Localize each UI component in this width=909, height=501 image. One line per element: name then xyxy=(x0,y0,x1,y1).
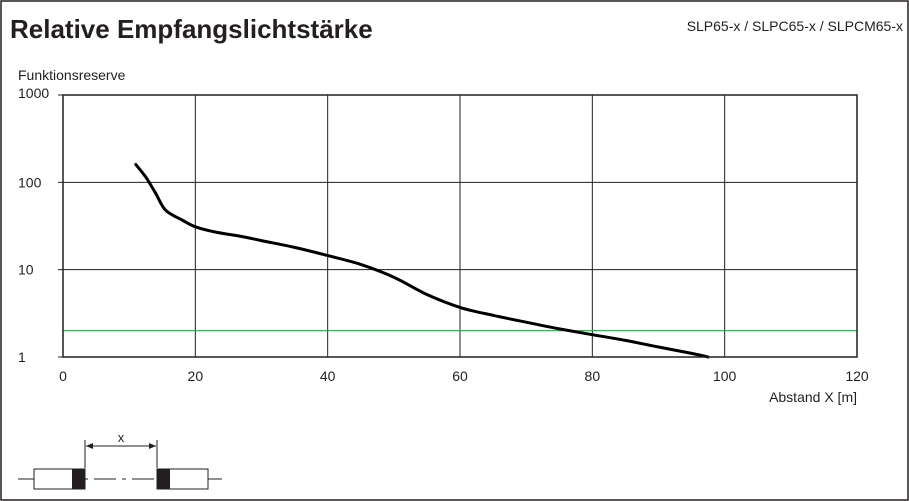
y-axis-label: Funktionsreserve xyxy=(18,67,126,83)
model-list: SLP65-x / SLPC65-x / SLPCM65-x xyxy=(686,18,903,34)
x-tick-label: 80 xyxy=(585,368,601,384)
y-tick-label: 100 xyxy=(18,174,42,190)
receiver-lens xyxy=(157,469,170,489)
arrowhead-left xyxy=(86,443,93,449)
x-tick-label: 40 xyxy=(320,368,336,384)
plot-border xyxy=(62,94,858,358)
x-tick-label: 100 xyxy=(713,368,737,384)
grid xyxy=(58,94,858,358)
y-tick-label: 10 xyxy=(18,262,34,278)
x-tick-label: 0 xyxy=(59,368,67,384)
x-tick-label: 60 xyxy=(452,368,468,384)
x-tick-label: 120 xyxy=(845,368,869,384)
series-line xyxy=(134,163,710,359)
y-tick-label: 1 xyxy=(18,349,26,365)
y-tick-label: 1000 xyxy=(18,85,49,101)
distance-diagram: x xyxy=(18,430,222,490)
x-axis-label: Abstand X [m] xyxy=(769,389,857,405)
x-tick-label: 20 xyxy=(188,368,204,384)
distance-label: x xyxy=(118,430,125,445)
series-layer xyxy=(134,163,710,359)
chart-title: Relative Empfangslichtstärke xyxy=(10,14,373,44)
arrowhead-right xyxy=(149,443,156,449)
emitter-lens xyxy=(72,469,85,489)
